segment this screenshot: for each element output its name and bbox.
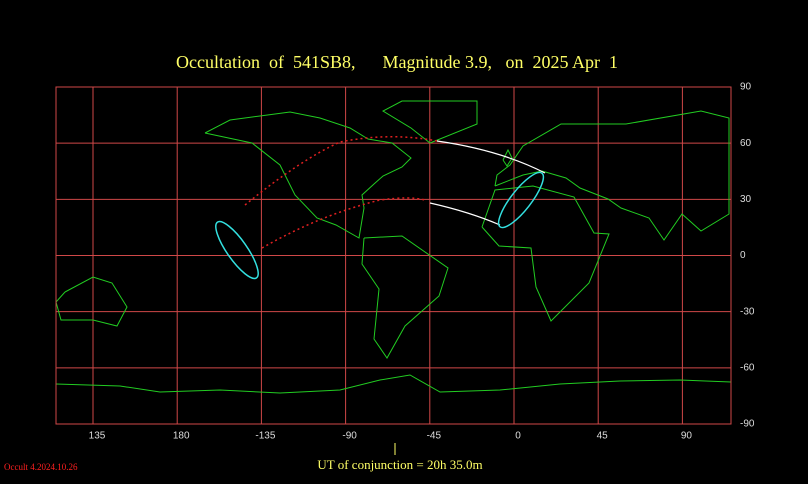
longitude-label: -45 [427, 431, 442, 442]
antarctica [55, 374, 732, 394]
south-america [361, 235, 449, 359]
latitude-label: -60 [740, 362, 755, 373]
australia [55, 276, 128, 327]
path-limit-north [244, 136, 438, 206]
longitude-label: 135 [89, 431, 106, 442]
version: Occult 4.2024.10.26 [4, 462, 78, 472]
greenland [381, 100, 478, 144]
path-limit-south-visible [429, 202, 501, 226]
longitude-label: 45 [597, 431, 609, 442]
north-america [204, 111, 412, 239]
latitude-label: -30 [740, 306, 755, 317]
latitude-label: 90 [740, 82, 752, 93]
africa [481, 185, 610, 322]
rise-limit [215, 220, 259, 280]
longitude-label: 180 [173, 431, 190, 442]
occultation-path [215, 136, 546, 280]
title: Occultation of 541SB8, Magnitude 3.9, on… [176, 52, 618, 72]
map-frame [55, 86, 732, 425]
latitude-label: 0 [740, 250, 746, 261]
path-limit-north-visible [436, 140, 546, 174]
coastlines [55, 100, 732, 394]
path-limit-south [261, 197, 426, 249]
set-limit [497, 171, 545, 229]
latitude-label: 30 [740, 194, 752, 205]
latitude-label: -90 [740, 419, 755, 430]
conjunction-time: UT of conjunction = 20h 35.0m [317, 457, 482, 472]
longitude-label: -90 [342, 431, 357, 442]
longitude-label: 0 [515, 431, 521, 442]
british-isles [502, 148, 513, 167]
latitude-label: 60 [740, 138, 752, 149]
longitude-label: 90 [681, 431, 693, 442]
eurasia [494, 110, 730, 241]
longitude-label: -135 [255, 431, 275, 442]
grid [56, 87, 731, 424]
